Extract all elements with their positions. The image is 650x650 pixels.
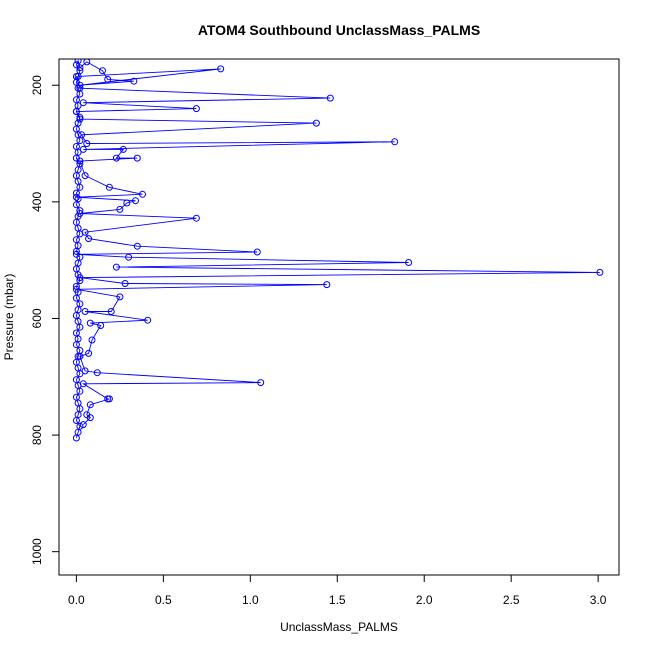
data-point xyxy=(72,236,80,244)
data-point xyxy=(85,235,93,243)
data-point xyxy=(86,401,94,409)
data-point xyxy=(391,138,399,146)
data-point xyxy=(72,250,80,258)
data-point xyxy=(121,280,129,287)
data-point xyxy=(81,228,89,236)
data-point xyxy=(130,77,138,85)
data-point xyxy=(99,67,106,75)
data-point xyxy=(119,145,127,153)
data-point xyxy=(79,380,87,388)
data-point xyxy=(76,160,84,168)
data-point xyxy=(76,67,84,75)
data-point xyxy=(72,189,80,197)
data-point xyxy=(72,282,80,290)
y-tick-label: 200 xyxy=(30,75,44,95)
data-point xyxy=(72,393,80,401)
data-point xyxy=(326,94,334,102)
data-point xyxy=(76,274,84,282)
y-tick-label: 800 xyxy=(30,425,44,445)
data-point xyxy=(133,154,141,162)
data-point xyxy=(217,65,225,73)
data-point xyxy=(116,293,124,301)
data-point xyxy=(133,242,141,250)
x-tick-label: 1.5 xyxy=(329,593,346,607)
data-point xyxy=(72,376,80,384)
x-tick-label: 3.0 xyxy=(590,593,607,607)
data-point xyxy=(76,64,84,72)
data-point xyxy=(107,308,115,315)
x-tick-label: 1.0 xyxy=(242,593,259,607)
data-point xyxy=(105,183,113,191)
data-point xyxy=(123,199,131,207)
data-point xyxy=(97,322,105,329)
data-point xyxy=(76,300,84,308)
data-point xyxy=(405,259,413,266)
data-point xyxy=(72,143,80,150)
data-point xyxy=(78,131,86,139)
data-point xyxy=(76,207,84,215)
chart-title: ATOM4 Southbound UnclassMass_PALMS xyxy=(198,22,480,38)
data-point xyxy=(76,81,84,89)
data-point xyxy=(93,369,101,377)
plot-frame xyxy=(58,58,620,576)
data-point xyxy=(76,352,84,360)
y-tick-label: 600 xyxy=(30,308,44,328)
data-point xyxy=(596,268,604,276)
data-point xyxy=(323,281,331,289)
x-axis-label: UnclassMass_PALMS xyxy=(280,620,398,634)
data-point xyxy=(125,253,133,261)
data-point xyxy=(85,349,93,357)
series-line xyxy=(75,59,600,439)
data-point xyxy=(192,105,200,113)
data-point xyxy=(112,263,120,271)
data-layer xyxy=(72,59,604,442)
x-tick-label: 0.5 xyxy=(155,593,172,607)
data-point xyxy=(74,59,82,65)
data-point xyxy=(86,414,94,422)
data-point xyxy=(72,96,80,104)
data-point xyxy=(112,154,120,162)
data-point xyxy=(116,205,124,213)
data-point xyxy=(192,214,200,222)
data-point xyxy=(144,316,152,324)
data-point xyxy=(76,157,84,165)
data-point xyxy=(76,210,84,217)
data-point xyxy=(81,172,89,180)
data-point xyxy=(83,140,91,147)
data-point xyxy=(104,75,112,83)
data-point xyxy=(81,367,89,375)
data-point xyxy=(79,145,87,153)
y-tick-label: 400 xyxy=(30,192,44,212)
data-point xyxy=(79,99,87,107)
data-point xyxy=(132,197,139,205)
data-point xyxy=(72,73,80,80)
data-point xyxy=(88,336,96,344)
y-axis-label: Pressure (mbar) xyxy=(2,274,16,361)
data-point xyxy=(76,422,84,430)
y-tick-label: 1000 xyxy=(30,538,44,565)
x-tick-label: 0.0 xyxy=(68,593,85,607)
data-point xyxy=(86,319,94,327)
data-point xyxy=(72,285,80,293)
data-point xyxy=(312,119,320,127)
data-point xyxy=(72,193,80,201)
data-point xyxy=(257,379,265,387)
data-point xyxy=(76,115,84,123)
data-point xyxy=(105,395,113,403)
x-tick-label: 2.0 xyxy=(416,593,433,607)
x-axis: 0.0 0.5 1.0 1.5 2.0 2.5 3.0 xyxy=(68,574,607,607)
x-tick-label: 2.5 xyxy=(503,593,520,607)
data-point xyxy=(79,421,87,429)
data-point xyxy=(81,308,89,315)
data-point xyxy=(72,329,80,337)
data-point xyxy=(76,84,84,92)
data-point xyxy=(139,190,146,198)
data-point xyxy=(83,59,91,66)
data-point xyxy=(72,108,80,115)
data-point xyxy=(253,248,261,256)
y-axis: 200 400 600 800 1000 xyxy=(30,75,60,565)
